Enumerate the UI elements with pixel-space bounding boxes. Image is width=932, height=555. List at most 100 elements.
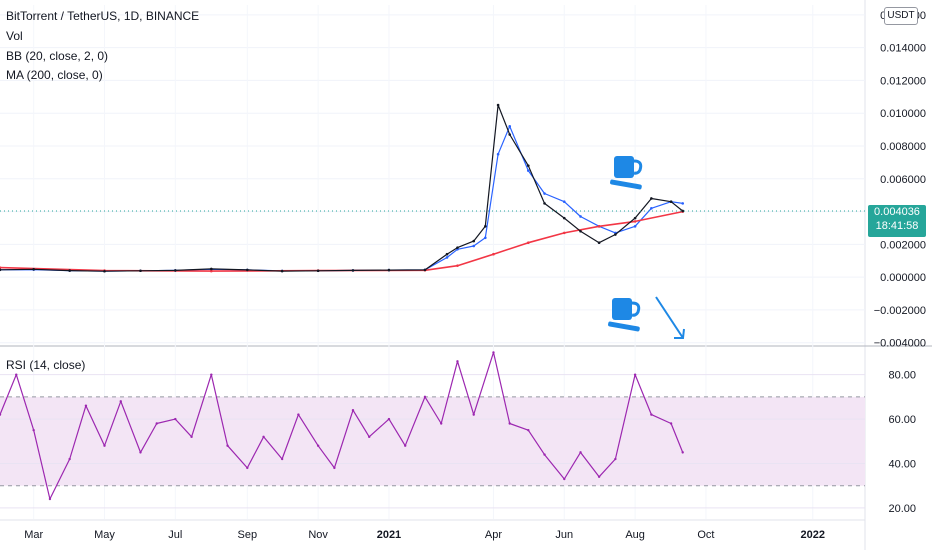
rsi-line <box>0 351 684 500</box>
arrow-down-right-icon <box>655 296 685 339</box>
price-tick-label: 0.002000 <box>880 239 926 251</box>
series-point <box>456 264 459 267</box>
rsi-point <box>32 428 35 432</box>
series-point <box>456 246 459 249</box>
rsi-tick-label: 80.00 <box>888 370 916 382</box>
price-tick-label: 0.000000 <box>880 272 926 284</box>
series-point <box>484 236 487 240</box>
price-tick-label: 0.010000 <box>880 108 926 120</box>
rsi-point <box>351 408 355 412</box>
rsi-point <box>368 435 371 439</box>
legend-rsi[interactable]: RSI (14, close) <box>6 358 86 372</box>
current-price-badge: 0.004036 18:41:58 <box>868 205 926 237</box>
time-tick-label: Sep <box>238 529 258 541</box>
rsi-point <box>190 435 193 439</box>
rsi-point <box>404 444 407 447</box>
rsi-grid <box>0 374 865 509</box>
time-axis-ticks: Mar May Jul Sep Nov 2021 Apr Jun Aug Oct 2022 <box>24 529 825 541</box>
time-tick-label: Apr <box>485 529 502 541</box>
series-point <box>633 216 637 220</box>
rsi-point <box>84 404 88 407</box>
rsi-point <box>0 413 2 416</box>
cup-body <box>612 298 632 320</box>
rsi-point <box>246 466 249 470</box>
series-point <box>681 202 685 205</box>
rsi-point <box>614 457 617 461</box>
rsi-point <box>139 451 142 454</box>
rsi-point <box>492 351 495 354</box>
rsi-point <box>155 422 158 425</box>
series-point <box>68 269 71 272</box>
series-point <box>174 269 177 272</box>
series-point <box>0 268 2 272</box>
series-point <box>681 209 685 213</box>
series-point <box>526 169 530 172</box>
rsi-point <box>579 451 582 454</box>
chart-symbol-title[interactable]: BitTorrent / TetherUS, 1D, BINANCE <box>6 9 200 23</box>
series-point <box>579 229 582 233</box>
series-point <box>562 216 566 220</box>
series-point <box>0 266 2 269</box>
time-tick-label: 2021 <box>377 529 401 541</box>
rsi-point <box>68 457 71 461</box>
rsi-tick-label: 40.00 <box>888 458 916 470</box>
rsi-point <box>333 466 336 470</box>
legend-volume[interactable]: Vol <box>6 29 23 43</box>
price-tick-label: 0.008000 <box>880 141 926 153</box>
rsi-point <box>597 475 601 479</box>
coffee-cup-icon <box>610 156 643 190</box>
series-point <box>139 269 142 273</box>
series-point <box>543 202 546 205</box>
series-point <box>526 241 530 245</box>
time-tick-label: Aug <box>625 529 645 541</box>
legend-moving-average[interactable]: MA (200, close, 0) <box>6 68 103 82</box>
series-point <box>492 252 495 256</box>
series-point <box>633 220 637 223</box>
rsi-point <box>226 444 229 447</box>
series-point <box>484 225 487 228</box>
rsi-point <box>423 395 427 399</box>
current-price: 0.004036 <box>874 206 920 218</box>
series-point <box>316 269 320 273</box>
currency-button[interactable]: USDT <box>884 7 918 25</box>
rsi-point <box>316 444 320 447</box>
series-point <box>526 164 530 167</box>
series-point <box>351 269 355 272</box>
series-point <box>496 152 500 156</box>
rsi-point <box>650 413 653 416</box>
rsi-axis-ticks: 80.00 60.00 40.00 20.00 <box>888 370 916 515</box>
series-point <box>669 200 673 204</box>
time-tick-label: Oct <box>697 529 714 541</box>
series-point <box>579 215 582 218</box>
rsi-tick-label: 20.00 <box>888 503 916 515</box>
rsi-point <box>633 373 637 376</box>
legend-bollinger-bands[interactable]: BB (20, close, 2, 0) <box>6 49 109 63</box>
time-tick-label: Jul <box>168 529 182 541</box>
series-point <box>650 206 653 210</box>
series-point <box>508 133 512 136</box>
rsi-point <box>440 422 443 425</box>
rsi-point <box>103 444 106 447</box>
rsi-point <box>456 360 459 363</box>
arrow-shaft <box>655 296 684 339</box>
series-point <box>597 241 601 245</box>
price-tick-label: 0.014000 <box>880 43 926 55</box>
price-tick-label: 0.012000 <box>880 75 926 87</box>
price-series <box>0 103 865 273</box>
time-tick-label: Nov <box>308 529 328 541</box>
series-point <box>103 269 106 273</box>
rsi-point <box>681 451 684 454</box>
rsi-point <box>543 453 546 456</box>
cup-handle <box>633 159 643 175</box>
rsi-point <box>15 373 18 376</box>
arrow-head <box>674 328 685 339</box>
cup-body <box>614 156 634 178</box>
series-point <box>633 225 637 228</box>
time-tick-label: May <box>94 529 115 541</box>
cup-saucer <box>608 321 640 332</box>
series-point <box>496 103 500 107</box>
rsi-series <box>0 351 684 501</box>
series-point <box>597 225 601 228</box>
